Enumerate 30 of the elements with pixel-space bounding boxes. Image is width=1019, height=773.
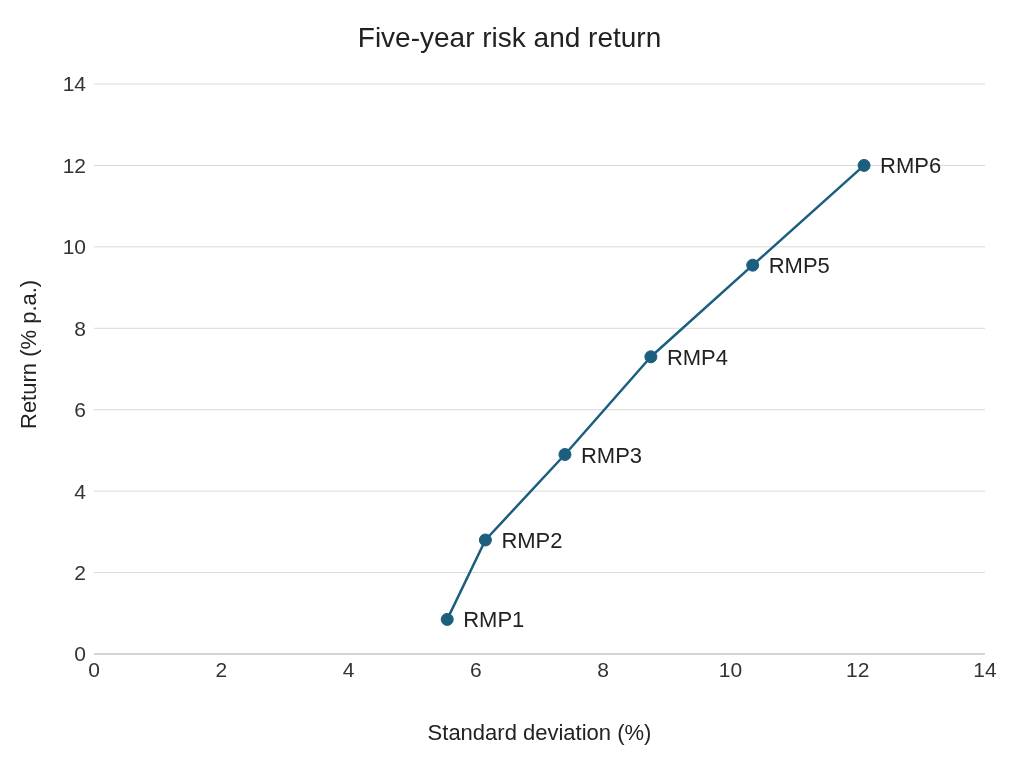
annotation: RMP3 xyxy=(580,442,643,468)
annotation: RMP5 xyxy=(768,253,830,279)
y-tick-label: 12 xyxy=(62,153,86,177)
y-tick-label: 2 xyxy=(74,561,86,585)
y-axis-title: Return (% p.a.) xyxy=(15,279,41,429)
x-tick-label: 14 xyxy=(973,657,997,681)
point xyxy=(746,258,760,272)
y-tick-label: 10 xyxy=(62,235,86,259)
point xyxy=(644,350,658,364)
y-tick-label: 6 xyxy=(74,398,86,422)
annotation: RMP4 xyxy=(666,344,728,370)
x-tick-label: 2 xyxy=(215,657,228,681)
x-axis-title: Standard deviation (%) xyxy=(427,720,652,745)
y-tick-label: 14 xyxy=(62,72,87,96)
y-tick-label: 4 xyxy=(74,479,87,503)
x-tick-label: 8 xyxy=(597,657,609,681)
y-tick-label: 0 xyxy=(74,642,86,666)
point xyxy=(558,448,572,461)
y-tick-label: 8 xyxy=(74,316,86,340)
x-tick-label: 12 xyxy=(846,657,870,681)
point xyxy=(440,612,454,626)
x-tick-label: 4 xyxy=(342,657,355,681)
point xyxy=(857,158,871,172)
x-tick-label: 10 xyxy=(718,657,743,681)
annotation: RMP2 xyxy=(501,528,563,553)
chart-title: Five-year risk and return xyxy=(356,21,663,55)
x-tick-label: 6 xyxy=(470,657,482,681)
annotation: RMP1 xyxy=(463,607,525,633)
point xyxy=(478,533,492,547)
annotation: RMP6 xyxy=(880,153,942,179)
